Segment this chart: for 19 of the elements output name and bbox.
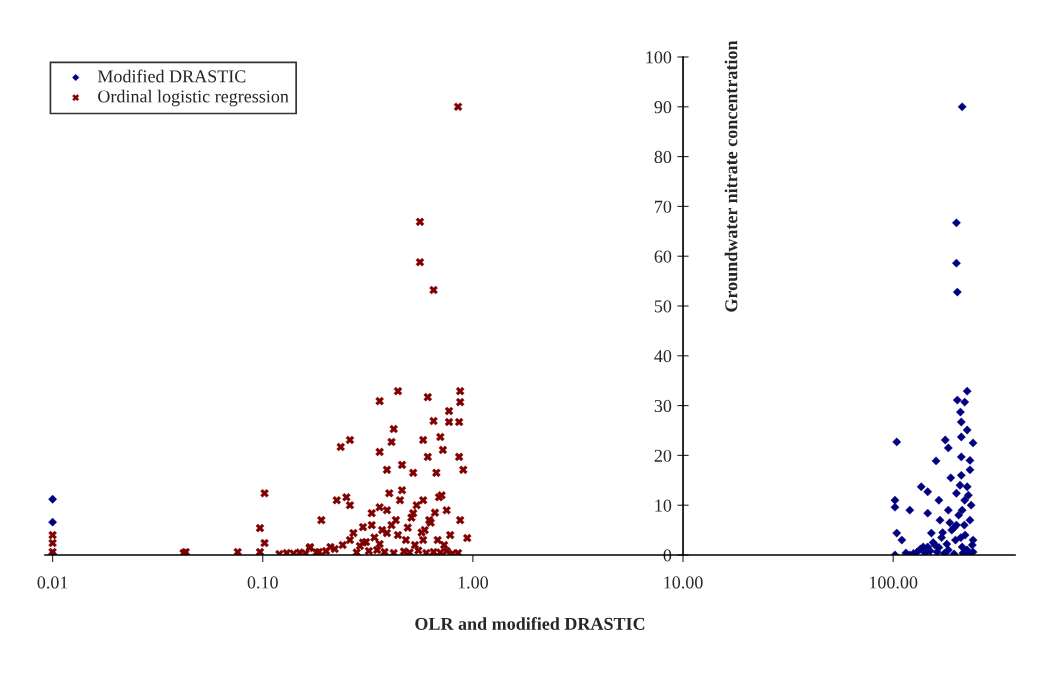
legend-label: Ordinal logistic regression xyxy=(98,89,289,107)
x-tick-label: 1.00 xyxy=(458,576,488,589)
y-axis-title: Groundwater nitrate concentration xyxy=(724,40,738,312)
y-tick-label: 10 xyxy=(655,499,672,512)
x-tick-label: 0.01 xyxy=(37,576,68,589)
x-axis-title: OLR and modified DRASTIC xyxy=(415,617,645,630)
y-tick-label: 60 xyxy=(654,250,672,263)
legend-label: Modified DRASTIC xyxy=(97,69,246,83)
x-tick-label: 0.10 xyxy=(247,576,278,589)
x-tick-label: 10.00 xyxy=(664,576,703,589)
y-tick-label: 100 xyxy=(646,51,672,64)
y-tick-label: 50 xyxy=(654,300,672,313)
y-tick-label: 80 xyxy=(654,150,672,164)
y-tick-label: 90 xyxy=(654,101,672,114)
x-tick-label: 100.00 xyxy=(869,576,918,589)
y-tick-label: 30 xyxy=(654,399,672,413)
y-tick-label: 40 xyxy=(654,350,672,363)
y-tick-label: 20 xyxy=(654,449,672,462)
y-tick-label: 70 xyxy=(655,200,672,213)
